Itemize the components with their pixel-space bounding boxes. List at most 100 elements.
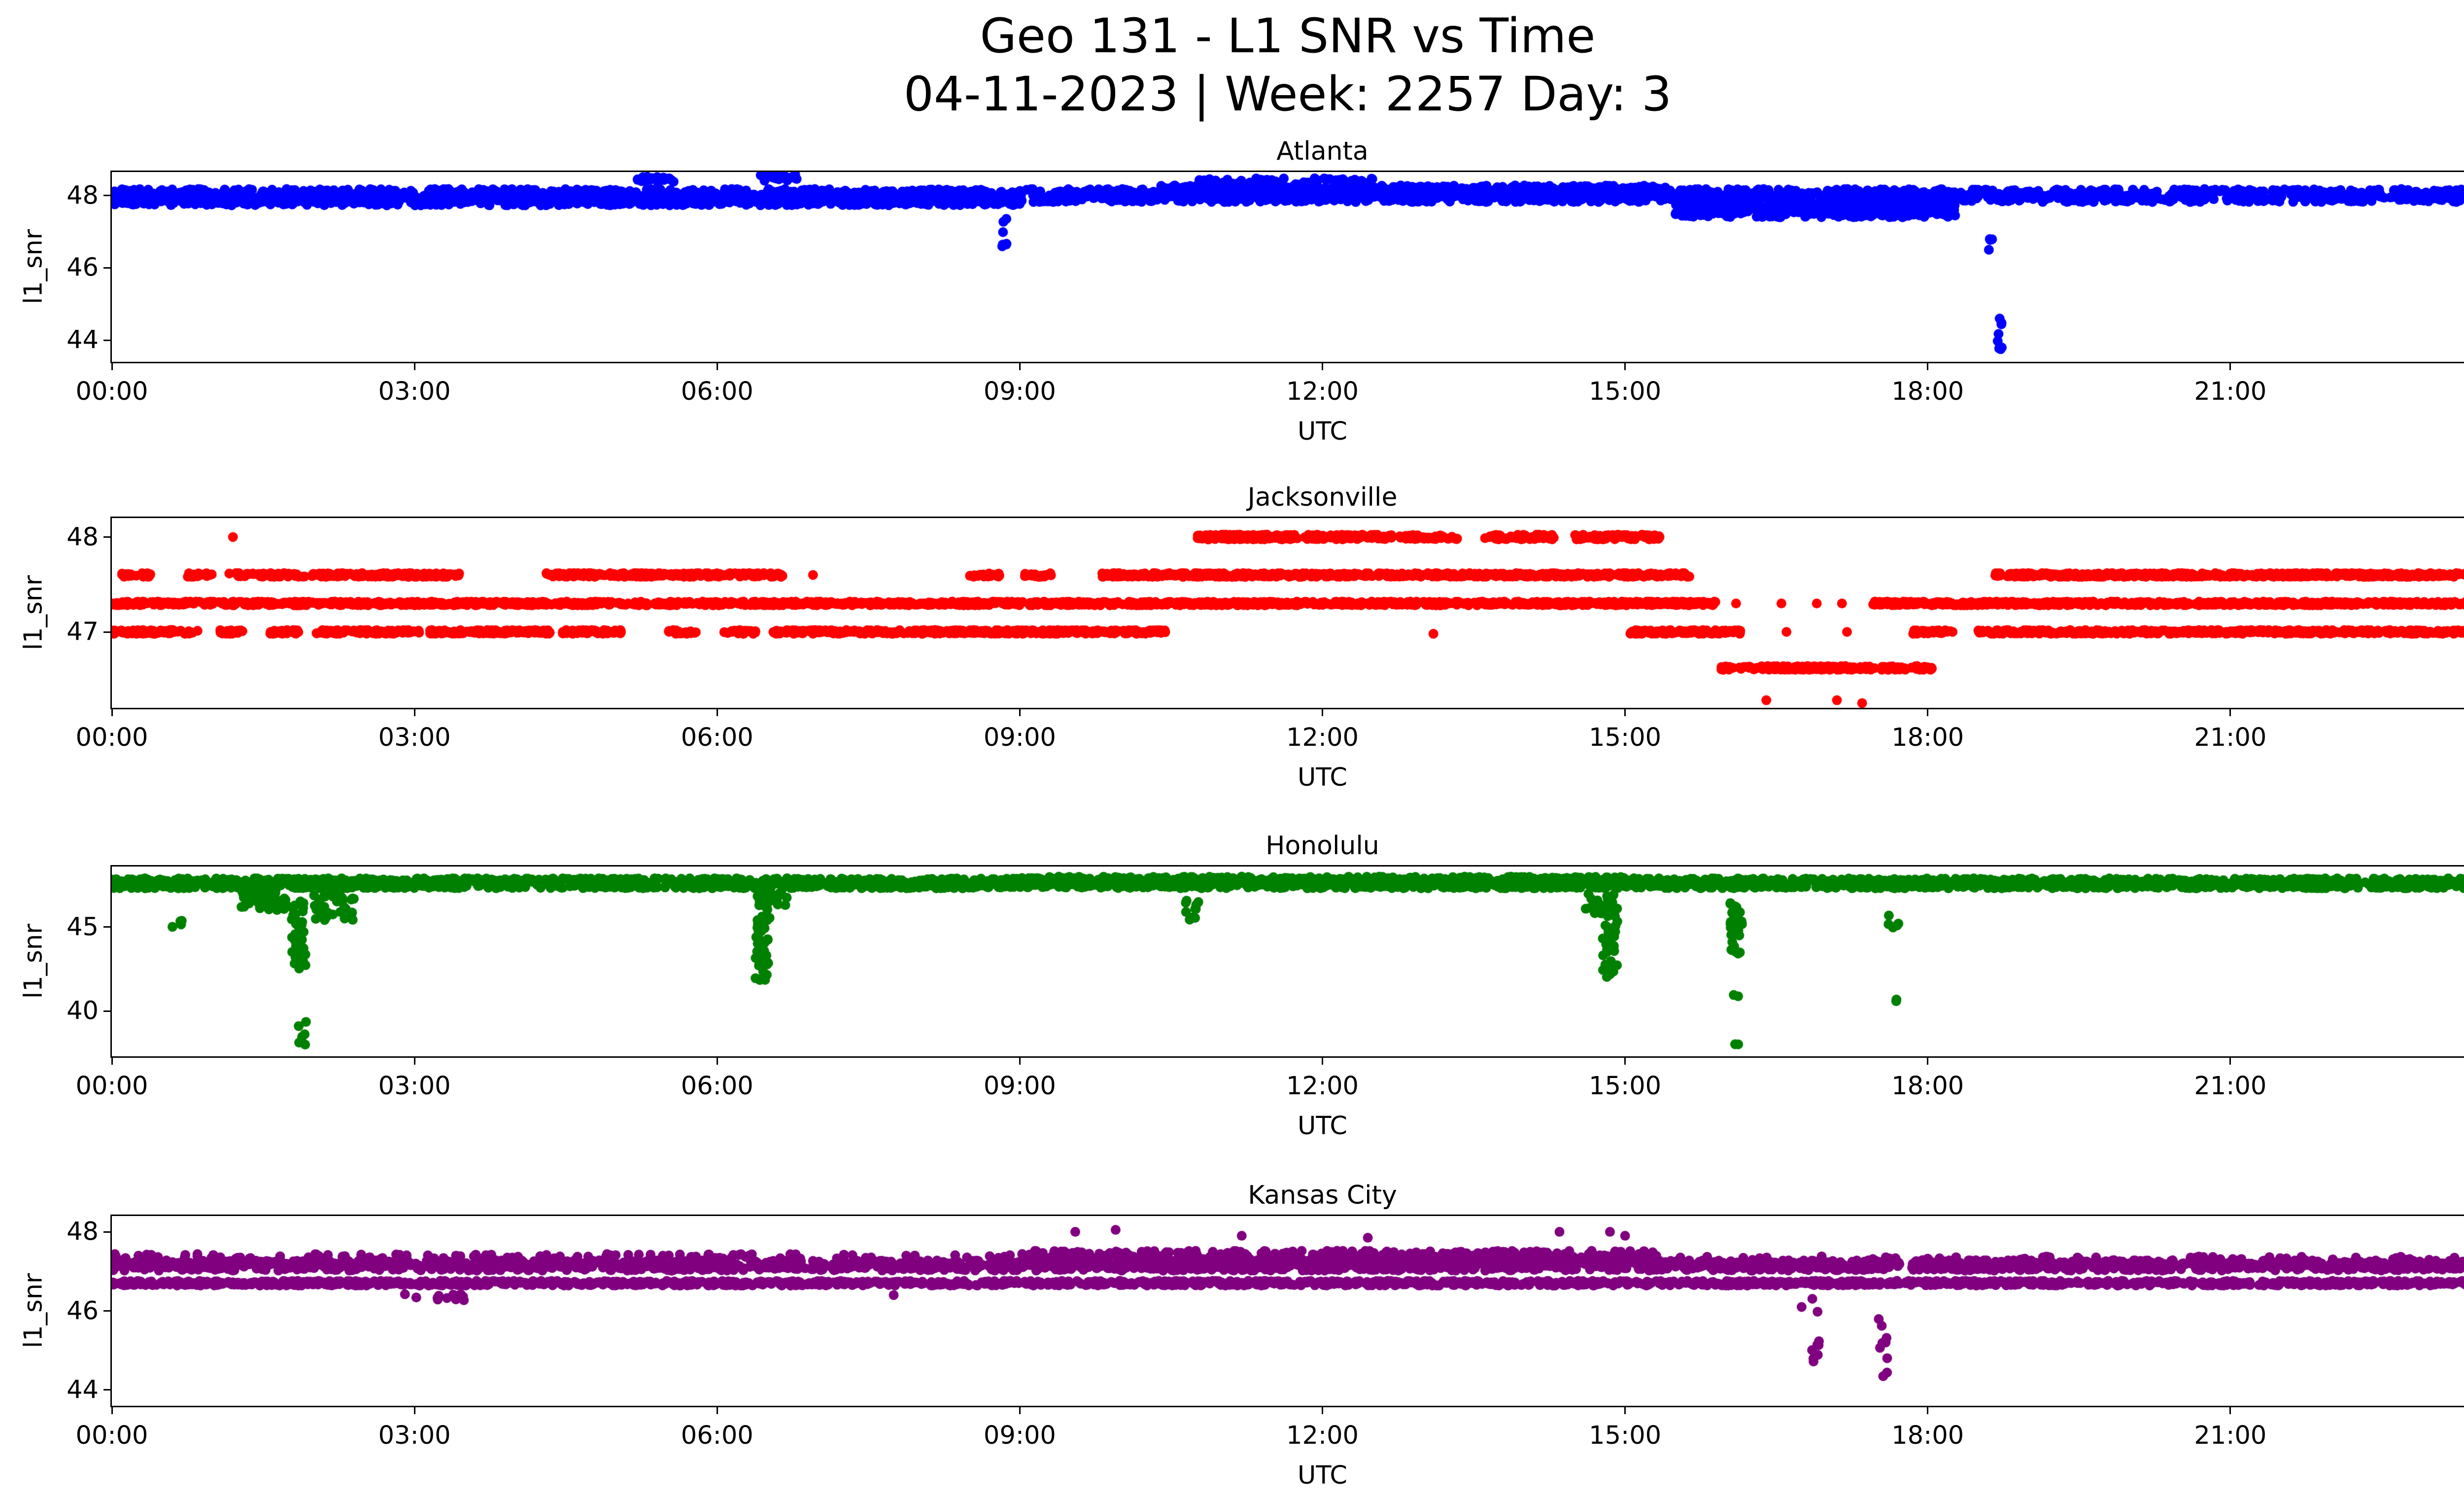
- x-tick-mark: [111, 363, 113, 370]
- y-tick-mark: [103, 631, 110, 633]
- x-tick-mark: [2229, 1058, 2231, 1065]
- page-title: Geo 131 - L1 SNR vs Time: [980, 8, 1596, 64]
- x-tick-mark: [1322, 1407, 1323, 1414]
- x-tick-label: 00:00: [75, 1421, 148, 1450]
- x-tick-mark: [2229, 709, 2231, 716]
- x-tick-label: 21:00: [2194, 723, 2267, 752]
- x-tick-mark: [1624, 363, 1626, 370]
- y-tick-mark: [103, 926, 110, 928]
- y-tick-label: 45: [67, 912, 99, 942]
- scatter-canvas-honolulu: [112, 867, 2464, 1056]
- y-tick-mark: [103, 536, 110, 538]
- x-tick-mark: [2229, 363, 2231, 370]
- x-tick-mark: [716, 1407, 718, 1414]
- x-tick-mark: [413, 1407, 415, 1414]
- x-tick-mark: [1624, 1407, 1626, 1414]
- scatter-canvas-atlanta: [112, 172, 2464, 362]
- x-tick-label: 12:00: [1286, 723, 1359, 752]
- subplot-title-kansas-city: Kansas City: [1248, 1181, 1397, 1210]
- x-tick-label: 09:00: [983, 1072, 1056, 1101]
- x-tick-mark: [1927, 1058, 1929, 1065]
- x-tick-label: 09:00: [983, 723, 1056, 752]
- x-tick-mark: [1019, 363, 1021, 370]
- scatter-canvas-kansas-city: [112, 1216, 2464, 1406]
- x-tick-mark: [716, 709, 718, 716]
- x-tick-label: 15:00: [1589, 377, 1662, 406]
- x-tick-label: 21:00: [2194, 1072, 2267, 1101]
- x-axis-label: UTC: [1297, 763, 1348, 792]
- x-tick-mark: [716, 1058, 718, 1065]
- y-tick-label: 46: [67, 1296, 99, 1325]
- x-tick-label: 12:00: [1286, 1072, 1359, 1101]
- x-tick-mark: [716, 363, 718, 370]
- x-axis-label: UTC: [1297, 417, 1348, 446]
- x-tick-label: 00:00: [75, 723, 148, 752]
- x-tick-mark: [1927, 1407, 1929, 1414]
- x-tick-label: 06:00: [681, 723, 753, 752]
- x-tick-mark: [1322, 1058, 1323, 1065]
- x-tick-label: 00:00: [75, 377, 148, 406]
- x-tick-mark: [1927, 363, 1929, 370]
- x-tick-label: 12:00: [1286, 1421, 1359, 1450]
- x-tick-label: 18:00: [1891, 1072, 1964, 1101]
- y-tick-mark: [103, 1389, 110, 1391]
- x-tick-label: 18:00: [1891, 723, 1964, 752]
- x-tick-mark: [1019, 709, 1021, 716]
- y-tick-mark: [103, 195, 110, 197]
- x-tick-label: 00:00: [2459, 724, 2464, 752]
- y-tick-label: 48: [67, 181, 99, 210]
- x-tick-mark: [1019, 1407, 1021, 1414]
- x-tick-mark: [1624, 709, 1626, 716]
- x-tick-mark: [413, 1058, 415, 1065]
- x-tick-mark: [111, 1407, 113, 1414]
- page-subtitle: 04-11-2023 | Week: 2257 Day: 3: [903, 67, 1672, 122]
- subplot-title-atlanta: Atlanta: [1276, 137, 1369, 166]
- y-tick-mark: [103, 267, 110, 269]
- x-tick-label: 21:00: [2194, 1421, 2267, 1450]
- y-tick-label: 44: [67, 1375, 99, 1405]
- x-tick-mark: [111, 709, 113, 716]
- x-tick-label: 06:00: [681, 1421, 753, 1450]
- y-tick-mark: [103, 1310, 110, 1312]
- x-tick-label: 00:00: [2459, 1073, 2464, 1100]
- y-tick-label: 40: [67, 996, 99, 1026]
- x-tick-label: 03:00: [378, 377, 451, 406]
- y-tick-mark: [103, 339, 110, 341]
- x-axis-label: UTC: [1297, 1461, 1348, 1490]
- x-tick-label: 06:00: [681, 1072, 753, 1101]
- x-tick-mark: [1624, 1058, 1626, 1065]
- subplot-title-honolulu: Honolulu: [1266, 831, 1379, 861]
- y-tick-label: 44: [67, 325, 99, 355]
- x-tick-mark: [413, 709, 415, 716]
- y-tick-label: 48: [67, 1217, 99, 1247]
- x-tick-label: 18:00: [1891, 377, 1964, 406]
- x-tick-label: 03:00: [378, 1072, 451, 1101]
- x-tick-label: 00:00: [2459, 378, 2464, 406]
- x-tick-label: 15:00: [1589, 723, 1662, 752]
- x-tick-label: 00:00: [75, 1072, 148, 1101]
- x-tick-mark: [1927, 709, 1929, 716]
- x-tick-mark: [111, 1058, 113, 1065]
- x-tick-mark: [1322, 363, 1323, 370]
- x-tick-label: 09:00: [983, 377, 1056, 406]
- y-tick-label: 48: [67, 522, 99, 552]
- x-tick-mark: [413, 363, 415, 370]
- x-tick-mark: [1019, 1058, 1021, 1065]
- x-tick-label: 15:00: [1589, 1421, 1662, 1450]
- x-tick-mark: [2229, 1407, 2231, 1414]
- y-tick-mark: [103, 1010, 110, 1012]
- x-tick-label: 18:00: [1891, 1421, 1964, 1450]
- x-axis-label: UTC: [1297, 1112, 1348, 1141]
- x-tick-label: 21:00: [2194, 377, 2267, 406]
- x-tick-label: 00:00: [2459, 1422, 2464, 1450]
- y-tick-label: 46: [67, 253, 99, 282]
- y-tick-mark: [103, 1231, 110, 1233]
- x-tick-mark: [1322, 709, 1323, 716]
- x-tick-label: 03:00: [378, 723, 451, 752]
- x-tick-label: 12:00: [1286, 377, 1359, 406]
- x-tick-label: 09:00: [983, 1421, 1056, 1450]
- x-tick-label: 15:00: [1589, 1072, 1662, 1101]
- x-tick-label: 03:00: [378, 1421, 451, 1450]
- x-tick-label: 06:00: [681, 377, 753, 406]
- scatter-canvas-jacksonville: [112, 518, 2464, 708]
